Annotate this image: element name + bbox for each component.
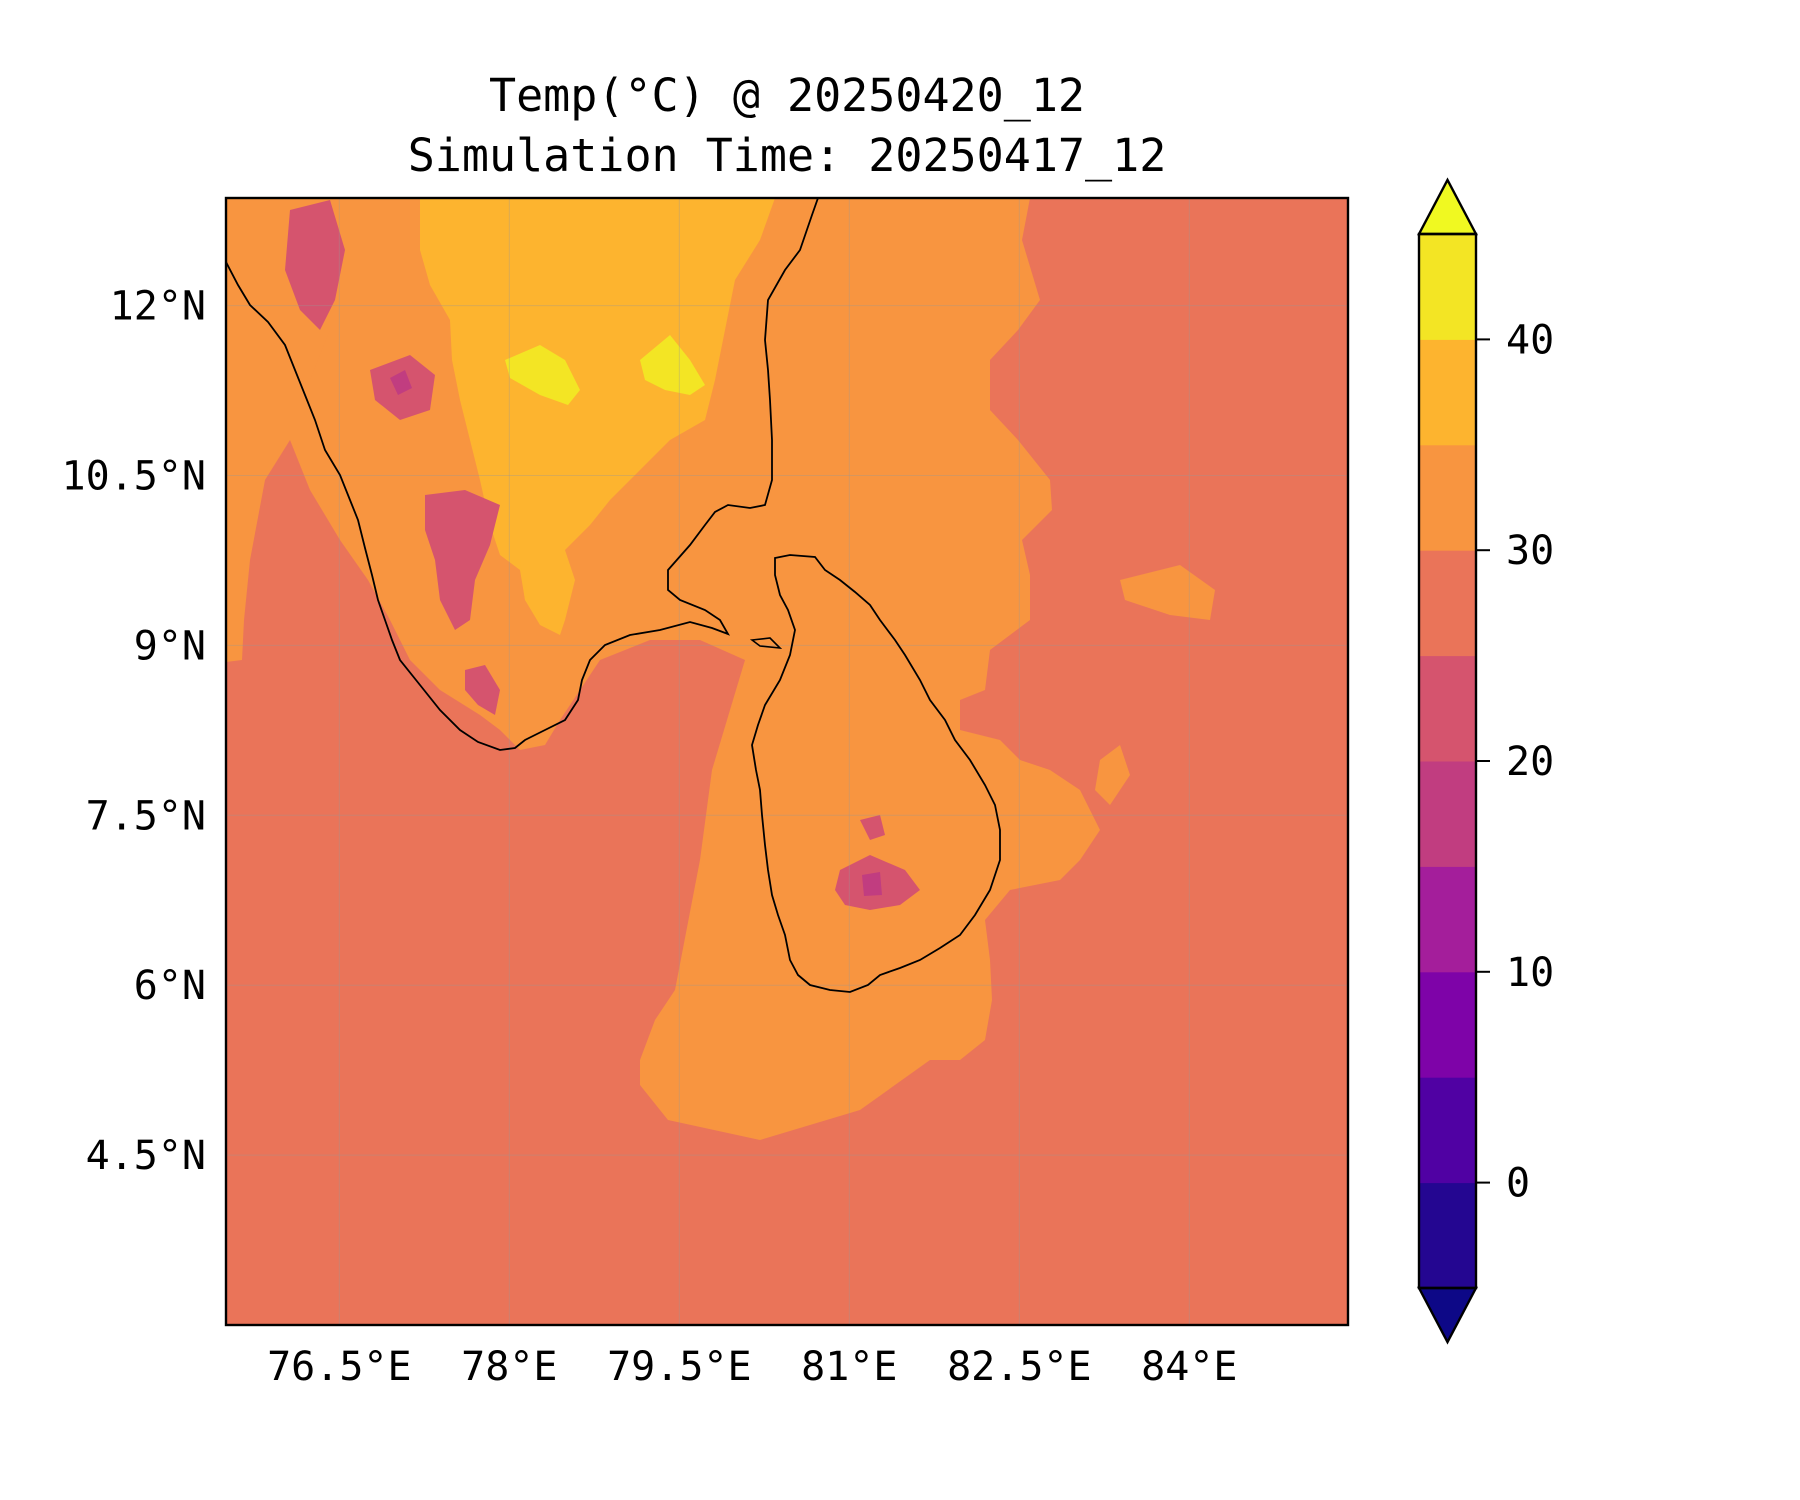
colorbar-levels bbox=[1419, 234, 1476, 1289]
colorbar-tick-label-1: 10 bbox=[1506, 950, 1554, 996]
lon-tick-label-0: 76.5°E bbox=[267, 1344, 412, 1390]
temperature-contour-15-20-a bbox=[390, 370, 412, 395]
colorbar-tick-label-3: 30 bbox=[1506, 528, 1554, 574]
colorbar-tick-label-4: 40 bbox=[1506, 317, 1554, 363]
temperature-contour-40-45-a bbox=[640, 335, 705, 395]
colorbar-level-6 bbox=[1419, 550, 1476, 657]
temperature-contour-30-35-east-patch-2 bbox=[1095, 745, 1130, 805]
temperature-contour-30-35-east-patch bbox=[1120, 565, 1215, 620]
lon-tick-label-2: 79.5°E bbox=[607, 1344, 752, 1390]
lon-tick-label-1: 78°E bbox=[461, 1344, 557, 1390]
longitude-tick-labels: 76.5°E 78°E 79.5°E 81°E 82.5°E 84°E bbox=[267, 1344, 1237, 1390]
plot-title: Temp(°C) @ 20250420_12 Simulation Time: … bbox=[226, 66, 1348, 186]
coastline-mannar-island bbox=[749, 637, 783, 650]
colorbar-level-7 bbox=[1419, 444, 1476, 551]
lon-tick-label-3: 81°E bbox=[801, 1344, 897, 1390]
title-line-1: Temp(°C) @ 20250420_12 bbox=[488, 69, 1086, 122]
colorbar-extend-over bbox=[1417, 177, 1478, 236]
temperature-contour-20-25-srilanka-2 bbox=[860, 815, 885, 840]
temperature-contour-20-25-south bbox=[465, 665, 500, 715]
temperature-contour-40-45-b bbox=[505, 345, 580, 405]
lat-tick-label-3: 7.5°N bbox=[86, 793, 206, 839]
colorbar-ticks: 0 10 20 30 40 bbox=[1476, 317, 1554, 1207]
lat-tick-label-2: 9°N bbox=[134, 623, 206, 669]
colorbar-level-5 bbox=[1419, 655, 1476, 762]
lon-tick-label-5: 84°E bbox=[1141, 1344, 1237, 1390]
temperature-contour-35-40 bbox=[420, 198, 775, 635]
colorbar-tick-label-0: 0 bbox=[1506, 1161, 1530, 1207]
map-frame bbox=[224, 196, 1350, 1327]
colorbar-level-1 bbox=[1419, 1077, 1476, 1184]
colorbar-tick-label-2: 20 bbox=[1506, 739, 1554, 785]
temperature-contour-20-25-palani bbox=[425, 490, 500, 630]
title-line-2: Simulation Time: 20250417_12 bbox=[407, 129, 1167, 182]
colorbar-extend-under bbox=[1417, 1286, 1478, 1345]
coastline-sri-lanka bbox=[751, 554, 1001, 993]
coastline-india bbox=[226, 198, 819, 751]
colorbar-level-3 bbox=[1419, 866, 1476, 973]
map-gridlines bbox=[226, 198, 1348, 1325]
lat-tick-label-1: 10.5°N bbox=[62, 454, 207, 500]
colorbar: 0 10 20 30 40 bbox=[1417, 177, 1554, 1345]
colorbar-level-8 bbox=[1419, 339, 1476, 446]
temperature-contour-20-25-ghats-north bbox=[285, 200, 345, 330]
map-area bbox=[226, 198, 1348, 1325]
latitude-tick-labels: 12°N 10.5°N 9°N 7.5°N 6°N 4.5°N bbox=[62, 284, 207, 1179]
temperature-contour-35-40-south bbox=[520, 540, 560, 620]
lat-tick-label-4: 6°N bbox=[134, 963, 206, 1009]
colorbar-level-4 bbox=[1419, 761, 1476, 867]
colorbar-level-2 bbox=[1419, 971, 1476, 1078]
lon-tick-label-4: 82.5°E bbox=[947, 1344, 1092, 1390]
temperature-contour-15-20-b bbox=[862, 872, 882, 896]
lat-tick-label-5: 4.5°N bbox=[86, 1133, 206, 1179]
lat-tick-label-0: 12°N bbox=[110, 284, 206, 330]
colorbar-level-0 bbox=[1419, 1182, 1476, 1289]
colorbar-level-9 bbox=[1419, 234, 1476, 340]
